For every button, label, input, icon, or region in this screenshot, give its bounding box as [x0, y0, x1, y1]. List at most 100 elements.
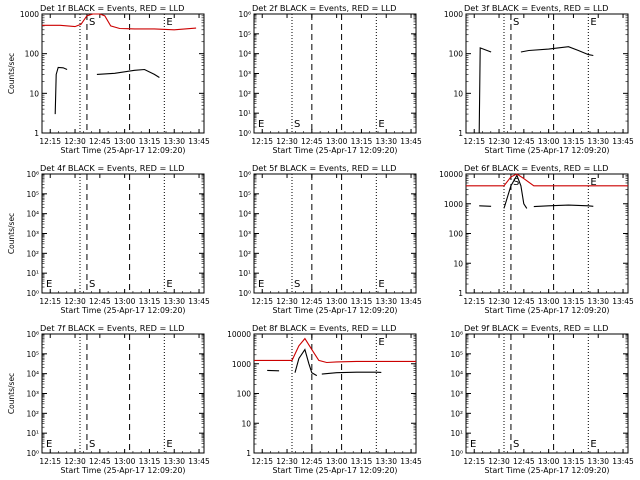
x-tick-label: 12:30: [64, 137, 86, 146]
y-tick-label: 10²: [238, 89, 251, 98]
x-tick-label: 12:30: [488, 137, 510, 146]
y-tick-label: 10⁵: [450, 350, 463, 359]
x-axis-label: Start Time (25-Apr-17 12:09:20): [273, 146, 398, 155]
y-tick-label: 1: [34, 129, 39, 138]
x-tick-label: 13:15: [351, 137, 373, 146]
marker-label: E: [258, 119, 264, 130]
x-tick-label: 12:45: [301, 297, 323, 306]
panel-title: Det 7f BLACK = Events, RED = LLD: [40, 323, 184, 333]
y-tick-label: 10³: [450, 390, 463, 399]
marker-label: S: [513, 177, 519, 188]
panel-title: Det 8f BLACK = Events, RED = LLD: [252, 323, 396, 333]
x-tick-label: 13:00: [114, 137, 136, 146]
panel-title: Det 3f BLACK = Events, RED = LLD: [464, 3, 608, 13]
marker-label: E: [166, 279, 172, 290]
y-tick-label: 10⁵: [26, 350, 39, 359]
x-tick-label: 13:45: [612, 137, 634, 146]
y-tick-label: 100: [237, 390, 252, 399]
x-tick-label: 13:30: [163, 137, 185, 146]
y-tick-label: 10¹: [238, 109, 251, 118]
marker-label: S: [89, 17, 95, 28]
x-tick-label: 12:30: [488, 297, 510, 306]
y-tick-label: 10²: [238, 249, 251, 258]
x-tick-label: 12:15: [251, 137, 273, 146]
marker-label: E: [378, 279, 384, 290]
x-tick-label: 12:15: [39, 457, 61, 466]
y-tick-label: 10¹: [26, 269, 39, 278]
y-tick-label: 100: [449, 50, 464, 59]
series-line-red: [466, 173, 628, 187]
panel-title: Det 1f BLACK = Events, RED = LLD: [40, 3, 184, 13]
x-tick-label: 12:45: [89, 457, 111, 466]
series-line-black: [294, 348, 318, 377]
y-tick-label: 10⁰: [26, 449, 39, 458]
x-tick-label: 12:15: [251, 297, 273, 306]
x-tick-label: 12:45: [89, 297, 111, 306]
panel-7: Det 7f BLACK = Events, RED = LLD 12:15 12:…: [7, 323, 210, 475]
y-tick-label: 10⁴: [26, 210, 39, 219]
plot-frame: [465, 13, 629, 134]
marker-label: E: [166, 439, 172, 450]
x-tick-label: 12:30: [276, 457, 298, 466]
y-axis-label: Counts/sec: [7, 53, 16, 94]
x-tick-label: 13:45: [400, 297, 422, 306]
y-tick-label: 10⁴: [450, 370, 463, 379]
x-tick-label: 13:45: [612, 297, 634, 306]
plot-frame: [41, 173, 205, 294]
plot-frame: [253, 173, 417, 294]
y-tick-label: 10⁶: [450, 330, 463, 339]
marker-label: S: [294, 279, 300, 290]
plot-frame: [465, 173, 629, 294]
y-tick-label: 1: [458, 129, 463, 138]
series-line-black: [533, 204, 594, 208]
marker-label: S: [89, 279, 95, 290]
marker-label: E: [378, 119, 384, 130]
x-tick-label: 13:30: [587, 137, 609, 146]
y-axis-label: Counts/sec: [7, 213, 16, 254]
y-tick-label: 10⁴: [238, 210, 251, 219]
y-axis-label: Counts/sec: [7, 373, 16, 414]
y-tick-label: 1000: [444, 200, 463, 209]
x-tick-label: 13:00: [114, 457, 136, 466]
y-tick-label: 10: [453, 259, 463, 268]
x-tick-label: 13:30: [163, 297, 185, 306]
y-tick-label: 1000: [444, 10, 463, 19]
y-tick-label: 10²: [26, 249, 39, 258]
y-tick-label: 10000: [227, 330, 251, 339]
x-tick-label: 12:15: [463, 297, 485, 306]
panel-6: Det 6f BLACK = Events, RED = LLD 12:15 12:…: [439, 163, 634, 315]
series-line-black: [479, 205, 492, 207]
x-tick-label: 12:45: [513, 457, 535, 466]
marker-label: E: [590, 177, 596, 188]
series-line-black: [321, 371, 382, 375]
marker-label: E: [590, 17, 596, 28]
y-tick-label: 100: [25, 50, 40, 59]
x-tick-label: 13:45: [400, 137, 422, 146]
y-tick-label: 10⁰: [26, 289, 39, 298]
x-tick-label: 12:15: [39, 297, 61, 306]
panel-title: Det 6f BLACK = Events, RED = LLD: [464, 163, 608, 173]
series-line-black: [96, 68, 160, 78]
x-tick-label: 13:30: [587, 297, 609, 306]
plot-frame: [41, 13, 205, 134]
x-tick-label: 13:00: [538, 137, 560, 146]
y-tick-label: 10⁶: [26, 330, 39, 339]
y-tick-label: 1: [458, 289, 463, 298]
y-tick-label: 10¹: [238, 269, 251, 278]
x-axis-label: Start Time (25-Apr-17 12:09:20): [273, 466, 398, 475]
plot-frame: [253, 13, 417, 134]
marker-label: S: [89, 439, 95, 450]
x-tick-label: 13:15: [139, 137, 161, 146]
y-tick-label: 100: [449, 230, 464, 239]
y-tick-label: 10⁶: [238, 10, 251, 19]
x-tick-label: 13:00: [538, 297, 560, 306]
x-tick-label: 13:00: [326, 457, 348, 466]
panel-title: Det 9f BLACK = Events, RED = LLD: [464, 323, 608, 333]
x-tick-label: 13:30: [375, 297, 397, 306]
y-tick-label: 10⁶: [238, 170, 251, 179]
